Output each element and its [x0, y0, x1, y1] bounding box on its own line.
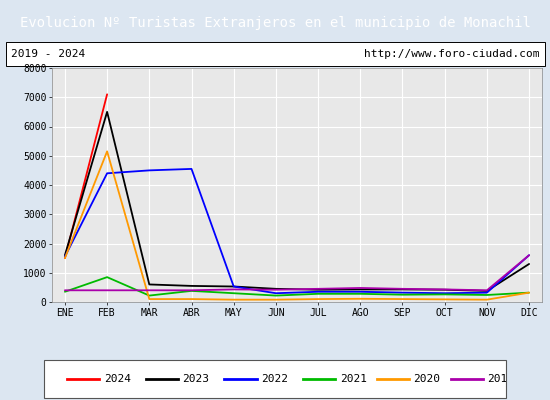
Text: 2021: 2021 [340, 374, 367, 384]
Text: 2020: 2020 [414, 374, 441, 384]
FancyBboxPatch shape [44, 360, 506, 398]
Text: http://www.foro-ciudad.com: http://www.foro-ciudad.com [364, 49, 539, 59]
Text: 2024: 2024 [104, 374, 131, 384]
Text: 2023: 2023 [183, 374, 210, 384]
FancyBboxPatch shape [6, 42, 544, 66]
Text: Evolucion Nº Turistas Extranjeros en el municipio de Monachil: Evolucion Nº Turistas Extranjeros en el … [20, 16, 530, 30]
Text: 2019: 2019 [487, 374, 514, 384]
Text: 2019 - 2024: 2019 - 2024 [11, 49, 85, 59]
Text: 2022: 2022 [261, 374, 288, 384]
